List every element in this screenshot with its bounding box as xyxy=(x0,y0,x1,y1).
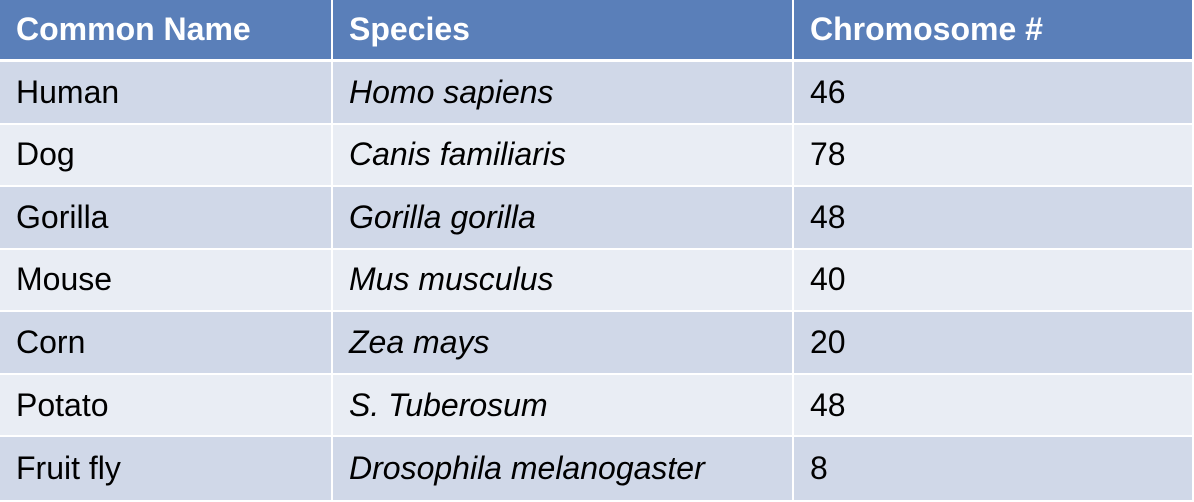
common-name-cell: Fruit fly xyxy=(0,437,333,500)
common-name-cell: Gorilla xyxy=(0,187,333,250)
species-cell: S. Tuberosum xyxy=(333,374,794,438)
common-name-cell: Mouse xyxy=(0,249,333,313)
table-row: Potato S. Tuberosum 48 xyxy=(0,374,1192,438)
chromosome-count-cell: 46 xyxy=(794,62,1192,125)
chromosome-count-cell: 8 xyxy=(794,437,1192,500)
chromosome-count-cell: 48 xyxy=(794,374,1192,438)
table-row: Human Homo sapiens 46 xyxy=(0,62,1192,125)
header-common-name: Common Name xyxy=(0,0,333,62)
header-species: Species xyxy=(333,0,794,62)
species-cell: Gorilla gorilla xyxy=(333,187,794,250)
chromosome-count-cell: 78 xyxy=(794,124,1192,188)
common-name-cell: Dog xyxy=(0,124,333,188)
header-chromosome-count: Chromosome # xyxy=(794,0,1192,62)
table-row: Gorilla Gorilla gorilla 48 xyxy=(0,187,1192,250)
species-cell: Canis familiaris xyxy=(333,124,794,188)
chromosome-count-cell: 40 xyxy=(794,249,1192,313)
table-row: Mouse Mus musculus 40 xyxy=(0,249,1192,313)
species-cell: Homo sapiens xyxy=(333,62,794,125)
species-cell: Drosophila melanogaster xyxy=(333,437,794,500)
species-cell: Mus musculus xyxy=(333,249,794,313)
table-row: Fruit fly Drosophila melanogaster 8 xyxy=(0,437,1192,500)
table-row: Corn Zea mays 20 xyxy=(0,312,1192,375)
table-row: Dog Canis familiaris 78 xyxy=(0,124,1192,188)
common-name-cell: Corn xyxy=(0,312,333,375)
table-header-row: Common Name Species Chromosome # xyxy=(0,0,1192,62)
chromosome-count-cell: 20 xyxy=(794,312,1192,375)
common-name-cell: Human xyxy=(0,62,333,125)
common-name-cell: Potato xyxy=(0,374,333,438)
chromosome-count-cell: 48 xyxy=(794,187,1192,250)
species-cell: Zea mays xyxy=(333,312,794,375)
